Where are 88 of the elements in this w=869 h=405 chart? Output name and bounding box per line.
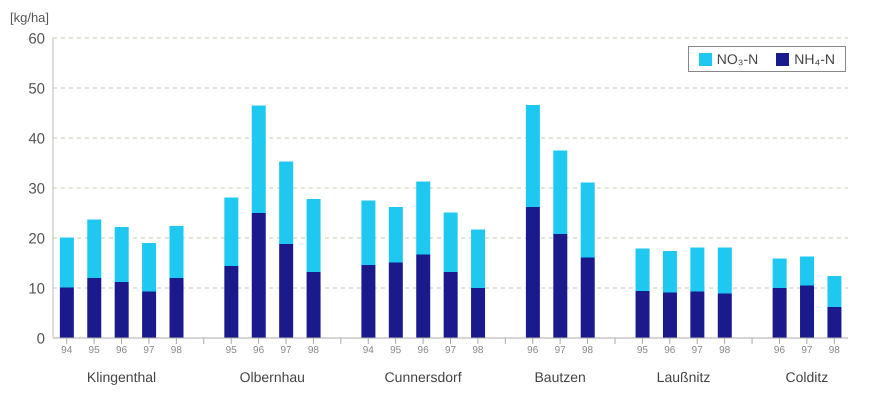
x-tick-label: 98 <box>170 345 182 356</box>
x-tick-label: 96 <box>664 345 676 356</box>
y-axis-title: [kg/ha] <box>10 10 50 25</box>
x-tick-label: 94 <box>61 345 73 356</box>
y-tick-label: 60 <box>28 30 45 48</box>
bar <box>279 162 294 244</box>
bar <box>60 288 74 338</box>
bar <box>827 276 842 307</box>
bar <box>142 292 156 338</box>
x-tick-label: 96 <box>418 345 430 356</box>
bar <box>772 258 787 288</box>
bar <box>224 198 238 266</box>
legend-label: NH₄-N <box>794 51 835 67</box>
x-tick-label: 95 <box>226 345 238 356</box>
bar <box>690 248 704 292</box>
text: Olbernhau <box>238 369 306 385</box>
x-tick-label: 98 <box>828 345 840 356</box>
bar <box>306 199 321 272</box>
bar <box>142 243 156 292</box>
bar <box>553 234 568 338</box>
x-tick-label: 97 <box>280 345 292 356</box>
bar <box>306 272 321 338</box>
x-tick-label: 96 <box>774 345 786 356</box>
bar <box>388 207 403 262</box>
text: Klingenthal <box>86 369 158 385</box>
bar <box>170 278 184 338</box>
x-tick-label: 94 <box>362 345 374 356</box>
bar <box>444 212 458 272</box>
bar <box>718 294 732 338</box>
bar <box>87 220 102 278</box>
bar <box>636 248 650 291</box>
bar <box>114 227 129 282</box>
x-tick-label: 98 <box>719 345 731 356</box>
y-tick-label: 20 <box>28 230 45 248</box>
x-tick-label: 95 <box>88 345 100 356</box>
x-tick-label: 97 <box>143 345 155 356</box>
bar <box>580 182 595 258</box>
x-tick-label: 98 <box>308 345 320 356</box>
x-tick-label: 97 <box>444 345 456 356</box>
bar <box>827 307 842 338</box>
bar <box>636 291 650 338</box>
x-tick-label: 96 <box>527 345 539 356</box>
legend-label: NO₃-N <box>716 51 758 67</box>
y-tick-label: 0 <box>36 330 45 348</box>
x-tick-label: 98 <box>472 345 484 356</box>
x-tick-label: 97 <box>692 345 704 356</box>
bar <box>87 278 102 338</box>
y-tick-label: 10 <box>28 280 45 298</box>
bar <box>772 288 787 338</box>
x-tick-label: 97 <box>801 345 813 356</box>
bar <box>252 106 266 213</box>
bar <box>800 286 814 338</box>
bar <box>444 272 458 338</box>
bar <box>526 207 540 338</box>
y-tick-label: 40 <box>28 130 45 148</box>
bar <box>580 258 595 338</box>
x-tick-label: 96 <box>116 345 128 356</box>
bar <box>416 182 430 254</box>
bar <box>471 230 486 288</box>
x-tick-label: 95 <box>636 345 648 356</box>
bar <box>388 262 403 338</box>
text: Colditz <box>784 369 830 385</box>
bar <box>224 266 238 338</box>
x-tick-label: 98 <box>582 345 594 356</box>
x-tick-label: 97 <box>554 345 566 356</box>
bar <box>60 238 74 288</box>
bar <box>662 251 677 292</box>
bar <box>252 213 266 338</box>
text: Laußnitz <box>656 369 712 385</box>
bar <box>718 248 732 294</box>
bar <box>279 244 294 338</box>
y-tick-label: 50 <box>28 80 45 98</box>
bar <box>361 265 376 338</box>
bar <box>114 282 129 338</box>
bar <box>416 254 430 338</box>
bar <box>690 292 704 338</box>
bar <box>553 150 568 234</box>
bar <box>471 288 486 338</box>
bar <box>361 200 376 265</box>
bar <box>800 256 814 286</box>
bar <box>170 226 184 278</box>
bar <box>526 105 540 207</box>
text: Cunnersdorf <box>384 369 463 385</box>
text: Bautzen <box>533 369 587 385</box>
bar <box>662 292 677 338</box>
x-tick-label: 96 <box>253 345 265 356</box>
x-tick-label: 95 <box>390 345 402 356</box>
y-tick-label: 30 <box>28 180 45 198</box>
